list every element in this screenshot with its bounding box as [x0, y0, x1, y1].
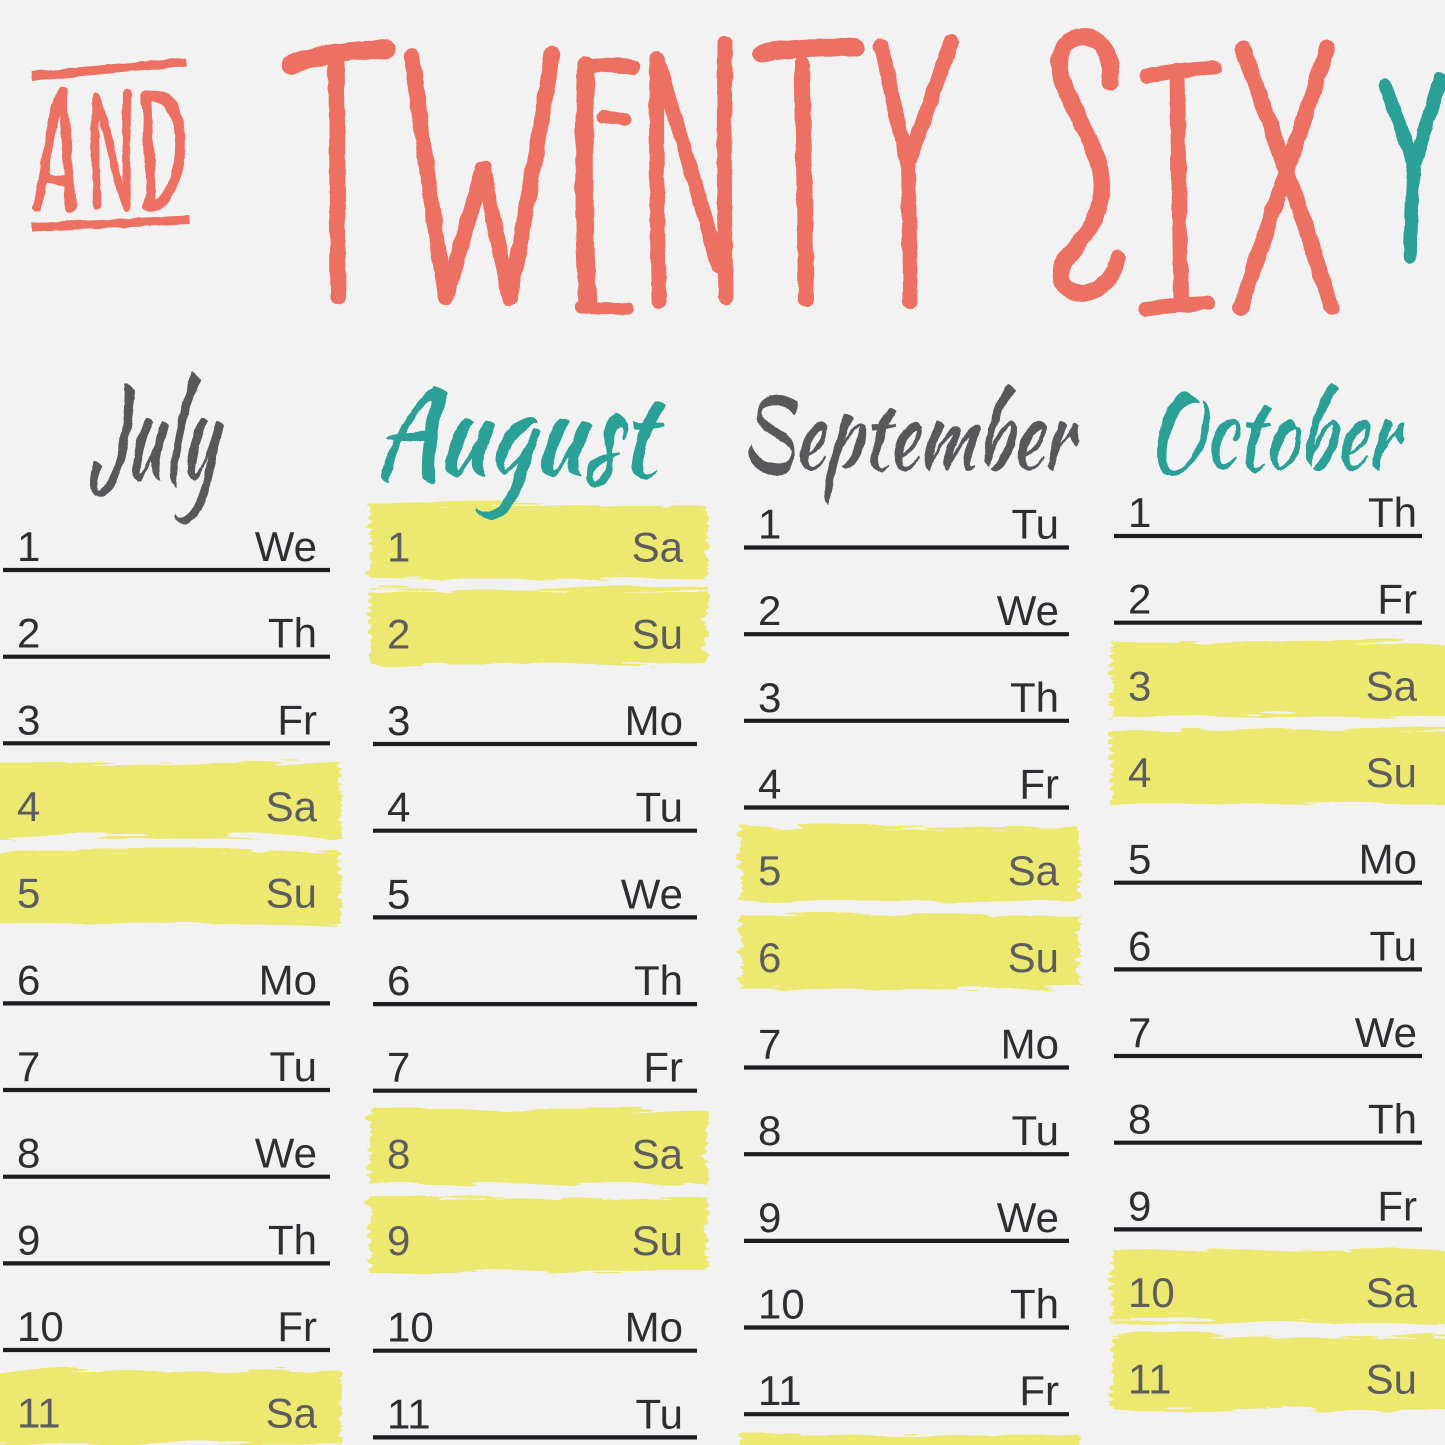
svg-text:We: We [1355, 1009, 1417, 1056]
svg-text:Tu: Tu [1370, 922, 1417, 969]
svg-text:Fr: Fr [643, 1044, 683, 1091]
svg-text:Sa: Sa [1366, 662, 1418, 709]
svg-text:We: We [255, 523, 317, 570]
svg-text:Th: Th [634, 957, 683, 1004]
svg-text:Mo: Mo [259, 956, 317, 1003]
svg-text:2: 2 [758, 587, 781, 634]
svg-text:6: 6 [387, 957, 410, 1004]
svg-text:Su: Su [266, 870, 317, 917]
svg-text:1: 1 [758, 501, 781, 548]
svg-text:Mo: Mo [1359, 836, 1417, 883]
svg-text:8: 8 [17, 1130, 40, 1177]
svg-text:Th: Th [1368, 1096, 1417, 1143]
svg-text:7: 7 [17, 1043, 40, 1090]
svg-text:Tu: Tu [636, 1390, 683, 1437]
svg-text:7: 7 [758, 1021, 781, 1068]
svg-text:9: 9 [17, 1216, 40, 1263]
svg-text:4: 4 [1128, 749, 1151, 796]
svg-text:Sa: Sa [632, 1130, 684, 1177]
svg-text:Sa: Sa [632, 524, 684, 571]
svg-text:8: 8 [1128, 1096, 1151, 1143]
svg-text:Tu: Tu [1012, 501, 1059, 548]
svg-text:Tu: Tu [1012, 1107, 1059, 1154]
svg-text:Fr: Fr [1377, 1182, 1417, 1229]
svg-text:Sa: Sa [1008, 847, 1060, 894]
svg-text:8: 8 [758, 1107, 781, 1154]
svg-text:We: We [255, 1130, 317, 1177]
svg-text:11: 11 [17, 1390, 61, 1437]
svg-text:11: 11 [1128, 1356, 1172, 1403]
svg-text:Fr: Fr [1019, 761, 1059, 808]
svg-text:11: 11 [387, 1390, 431, 1437]
svg-text:9: 9 [1128, 1182, 1151, 1229]
svg-text:10: 10 [758, 1281, 805, 1328]
svg-text:5: 5 [17, 870, 40, 917]
svg-text:Th: Th [1010, 1281, 1059, 1328]
svg-text:1: 1 [17, 523, 40, 570]
svg-text:2: 2 [1128, 576, 1151, 623]
svg-text:Fr: Fr [277, 1303, 317, 1350]
svg-text:3: 3 [17, 696, 40, 743]
svg-text:Su: Su [632, 610, 683, 657]
svg-text:Su: Su [632, 1217, 683, 1264]
svg-text:Tu: Tu [270, 1043, 317, 1090]
svg-text:Su: Su [1366, 1356, 1417, 1403]
svg-text:Fr: Fr [277, 696, 317, 743]
svg-text:8: 8 [387, 1130, 410, 1177]
svg-text:We: We [997, 1194, 1059, 1241]
svg-text:11: 11 [758, 1367, 802, 1414]
svg-text:3: 3 [758, 674, 781, 721]
svg-text:Th: Th [1010, 674, 1059, 721]
svg-text:7: 7 [387, 1044, 410, 1091]
svg-text:Su: Su [1008, 934, 1059, 981]
svg-text:4: 4 [387, 784, 410, 831]
svg-text:We: We [621, 870, 683, 917]
svg-text:Fr: Fr [1377, 576, 1417, 623]
svg-text:Mo: Mo [1001, 1021, 1059, 1068]
svg-text:2: 2 [387, 610, 410, 657]
svg-text:Th: Th [268, 1216, 317, 1263]
svg-text:Sa: Sa [266, 783, 318, 830]
svg-text:Su: Su [1366, 749, 1417, 796]
svg-text:Sa: Sa [266, 1390, 318, 1437]
svg-text:6: 6 [758, 934, 781, 981]
svg-text:4: 4 [17, 783, 40, 830]
svg-text:Mo: Mo [625, 697, 683, 744]
svg-text:9: 9 [758, 1194, 781, 1241]
svg-text:Mo: Mo [625, 1304, 683, 1351]
svg-text:10: 10 [17, 1303, 64, 1350]
svg-text:10: 10 [1128, 1269, 1175, 1316]
svg-text:1: 1 [1128, 489, 1151, 536]
svg-text:Sa: Sa [1366, 1269, 1418, 1316]
svg-text:Tu: Tu [636, 784, 683, 831]
svg-text:7: 7 [1128, 1009, 1151, 1056]
svg-text:4: 4 [758, 761, 781, 808]
svg-text:Th: Th [268, 610, 317, 657]
svg-text:6: 6 [17, 956, 40, 1003]
svg-text:3: 3 [387, 697, 410, 744]
svg-text:3: 3 [1128, 662, 1151, 709]
svg-text:5: 5 [758, 847, 781, 894]
svg-text:Th: Th [1368, 489, 1417, 536]
svg-text:1: 1 [387, 524, 410, 571]
svg-text:5: 5 [1128, 836, 1151, 883]
svg-text:9: 9 [387, 1217, 410, 1264]
svg-text:Fr: Fr [1019, 1367, 1059, 1414]
svg-text:10: 10 [387, 1304, 434, 1351]
svg-text:2: 2 [17, 610, 40, 657]
svg-text:6: 6 [1128, 922, 1151, 969]
svg-text:We: We [997, 587, 1059, 634]
svg-text:5: 5 [387, 870, 410, 917]
